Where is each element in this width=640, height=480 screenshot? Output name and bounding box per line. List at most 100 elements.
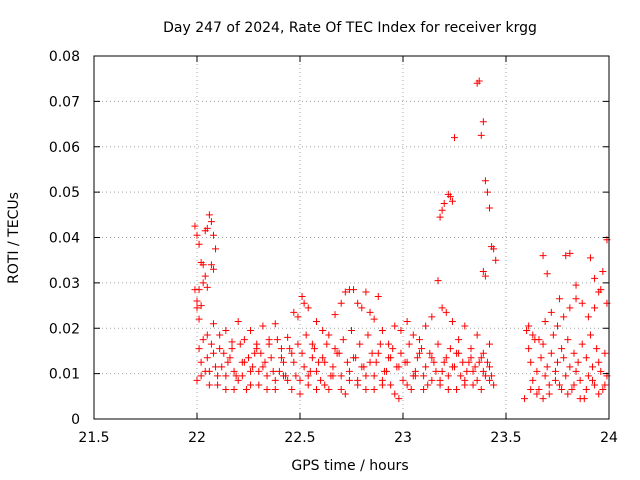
data-point — [556, 381, 564, 389]
data-point — [226, 354, 234, 362]
data-point — [203, 283, 211, 291]
data-point — [488, 372, 496, 380]
data-point — [549, 331, 557, 339]
data-point — [554, 322, 561, 330]
y-tick-label: 0.03 — [49, 276, 80, 292]
data-point — [428, 376, 436, 384]
data-point — [564, 336, 572, 344]
data-point — [545, 390, 553, 398]
data-point — [572, 367, 580, 375]
data-point — [467, 354, 475, 362]
data-point — [422, 322, 430, 330]
x-tick-label: 24 — [600, 430, 618, 446]
data-point — [209, 231, 217, 239]
data-point — [554, 358, 561, 366]
data-point — [302, 331, 310, 339]
data-point — [566, 363, 574, 371]
data-point — [601, 381, 609, 389]
data-point — [481, 272, 489, 280]
y-tick-label: 0 — [71, 412, 80, 428]
data-point — [360, 363, 368, 371]
data-point — [362, 386, 370, 394]
data-point — [432, 367, 440, 375]
data-point — [193, 304, 201, 312]
data-point — [366, 358, 374, 366]
data-point — [397, 349, 405, 357]
data-point — [269, 367, 277, 375]
data-point — [582, 354, 590, 362]
data-point — [329, 372, 337, 380]
data-point — [348, 327, 355, 335]
data-point — [486, 376, 494, 384]
data-point — [595, 390, 603, 398]
data-point — [271, 376, 279, 384]
data-point — [288, 386, 296, 394]
data-point — [477, 131, 485, 139]
data-point — [372, 358, 380, 366]
data-point — [385, 340, 393, 348]
data-point — [195, 315, 203, 323]
data-point — [277, 345, 285, 353]
data-point — [473, 331, 481, 339]
data-point — [368, 349, 376, 357]
data-point — [438, 304, 446, 312]
data-point — [436, 381, 444, 389]
data-point — [566, 249, 574, 257]
data-point — [378, 327, 386, 335]
data-point — [222, 372, 230, 380]
x-tick-label: 23 — [394, 430, 412, 446]
x-tick-label: 23.5 — [490, 430, 521, 446]
data-point — [253, 345, 261, 353]
data-point — [341, 288, 349, 296]
grid — [94, 56, 609, 419]
data-point — [214, 381, 222, 389]
data-point — [242, 386, 250, 394]
data-point — [576, 395, 584, 403]
data-point — [391, 390, 399, 398]
data-point — [601, 349, 609, 357]
data-point — [374, 292, 382, 300]
data-point — [558, 345, 566, 353]
data-point — [267, 354, 275, 362]
data-point — [205, 367, 213, 375]
data-point — [312, 367, 320, 375]
data-point — [418, 345, 426, 353]
y-tick-label: 0.06 — [49, 140, 80, 156]
data-point — [595, 358, 603, 366]
data-point — [247, 381, 255, 389]
data-point — [576, 376, 584, 384]
data-point — [286, 345, 294, 353]
data-point — [212, 245, 220, 253]
data-point — [263, 372, 271, 380]
data-point — [312, 317, 320, 325]
data-point — [234, 376, 242, 384]
data-point — [345, 376, 353, 384]
data-point — [422, 363, 430, 371]
data-point — [586, 331, 594, 339]
data-point — [407, 386, 415, 394]
data-point — [197, 358, 205, 366]
data-point — [440, 358, 448, 366]
x-tick-label: 22.5 — [284, 430, 315, 446]
data-point — [230, 367, 238, 375]
data-point — [415, 349, 423, 357]
data-point — [428, 313, 436, 321]
data-point — [207, 261, 215, 269]
data-point — [335, 349, 343, 357]
data-point — [574, 358, 582, 366]
y-tick-label: 0.01 — [49, 367, 80, 383]
data-point — [403, 381, 411, 389]
data-point — [469, 367, 477, 375]
data-point — [584, 313, 592, 321]
data-point — [593, 345, 601, 353]
data-point — [461, 376, 469, 384]
data-point — [473, 376, 481, 384]
data-point — [341, 390, 349, 398]
data-point — [584, 372, 592, 380]
data-point — [560, 313, 568, 321]
data-point — [591, 381, 599, 389]
data-point — [308, 340, 316, 348]
data-point — [459, 358, 467, 366]
data-point — [490, 381, 498, 389]
data-point — [547, 308, 555, 316]
